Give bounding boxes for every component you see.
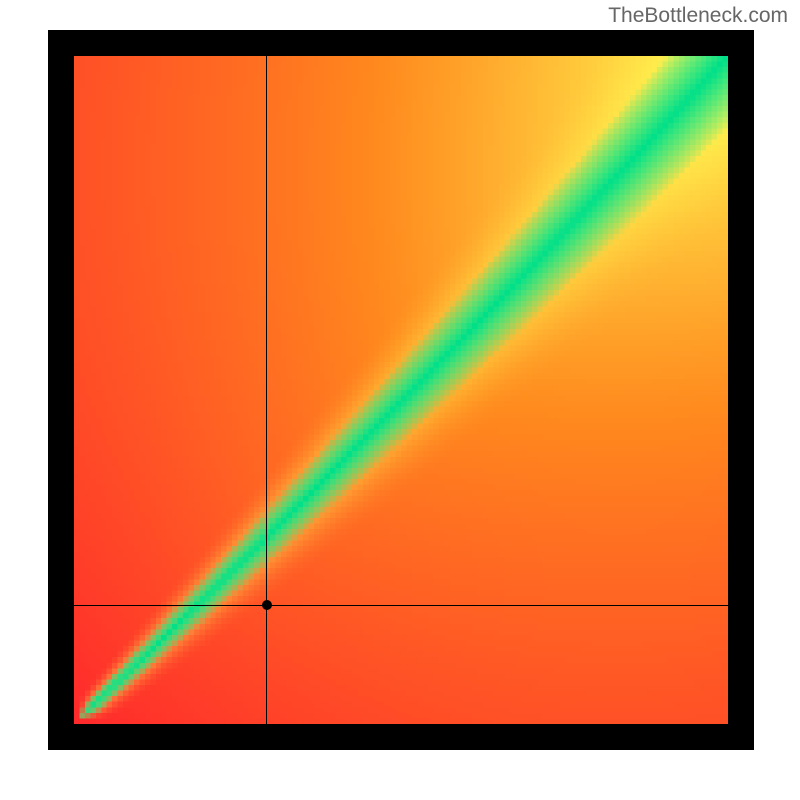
selected-point-marker: [262, 600, 272, 610]
plot-frame: [48, 30, 754, 750]
figure-container: TheBottleneck.com: [0, 0, 800, 800]
source-watermark: TheBottleneck.com: [608, 4, 788, 28]
crosshair-horizontal: [74, 605, 728, 606]
crosshair-vertical: [266, 56, 267, 724]
bottleneck-heatmap: [74, 56, 728, 724]
